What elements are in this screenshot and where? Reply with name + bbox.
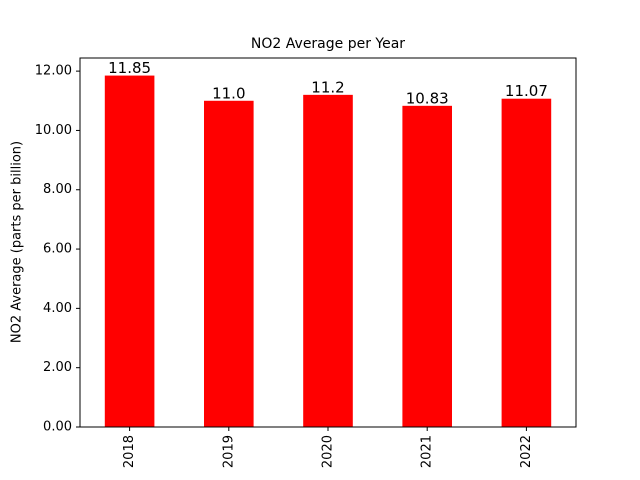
value-label: 11.07	[505, 82, 548, 100]
y-tick-label: 10.00	[35, 123, 72, 138]
chart-title: NO2 Average per Year	[251, 36, 405, 52]
x-tick-label: 2022	[519, 435, 534, 468]
y-tick-label: 12.00	[35, 64, 72, 79]
x-tick-label: 2019	[221, 435, 236, 468]
y-axis-label: NO2 Average (parts per billion)	[10, 141, 25, 343]
bar	[402, 105, 452, 427]
y-tick-label: 4.00	[43, 301, 72, 316]
x-tick-label: 2021	[420, 435, 435, 468]
x-tick-label: 2020	[321, 435, 336, 468]
y-tick-label: 6.00	[43, 242, 72, 257]
plot-frame	[79, 57, 577, 428]
y-tick-label: 0.00	[43, 420, 72, 435]
x-tick-label: 2018	[122, 435, 137, 468]
y-tick-label: 8.00	[43, 182, 72, 197]
y-tick-label: 2.00	[43, 360, 72, 375]
value-label: 11.85	[108, 59, 151, 77]
value-label: 10.83	[406, 89, 449, 107]
bar	[303, 94, 353, 428]
bar	[501, 98, 552, 428]
bar	[104, 75, 155, 428]
value-label: 11.2	[311, 78, 344, 96]
value-label: 11.0	[212, 84, 245, 102]
bar	[204, 100, 254, 427]
